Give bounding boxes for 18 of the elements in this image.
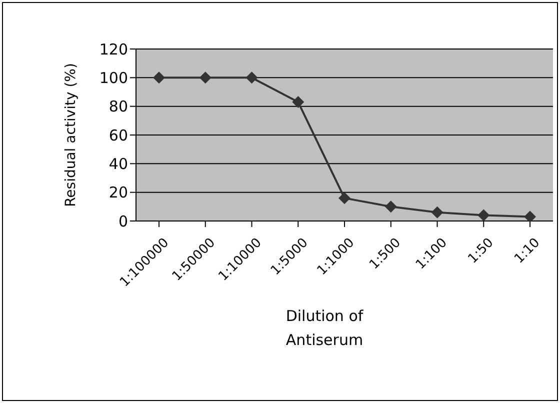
point	[338, 192, 350, 204]
x-axis-title: Dilution of Antiserum	[286, 307, 364, 349]
y-tick-label: 0	[118, 212, 128, 230]
point	[431, 206, 444, 218]
y-tick-label: 80	[108, 98, 128, 116]
point	[246, 72, 258, 84]
y-tick-label: 40	[108, 154, 128, 173]
y-tick-label: 120	[99, 40, 128, 58]
y-tick-label: 60	[108, 126, 128, 144]
y-tick-label: 20	[108, 184, 128, 202]
point	[292, 96, 304, 108]
point	[478, 209, 490, 221]
point	[199, 72, 212, 84]
point	[153, 72, 165, 84]
y-tick-label: 100	[99, 68, 128, 87]
y-axis-title: Residual activity (%)	[62, 63, 79, 207]
point	[384, 200, 397, 213]
point	[524, 210, 536, 221]
